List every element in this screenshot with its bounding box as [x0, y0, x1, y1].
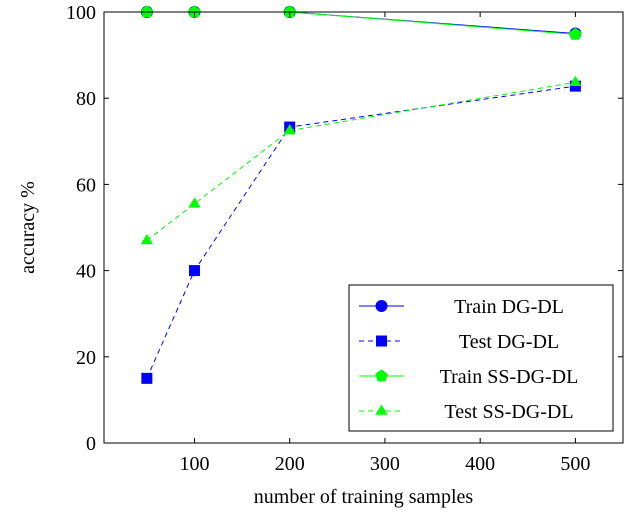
y-tick-label: 40	[76, 261, 96, 283]
x-tick-label: 300	[370, 453, 400, 475]
series-line	[146, 81, 576, 241]
legend-label: Train SS-DG-DL	[440, 366, 579, 388]
series-line	[146, 11, 576, 35]
data-point	[188, 265, 200, 277]
y-tick-label: 0	[86, 433, 96, 455]
legend-label: Train DG-DL	[454, 296, 564, 318]
x-tick-label: 500	[560, 453, 590, 475]
x-axis-label: number of training samples	[254, 486, 474, 508]
data-point	[141, 372, 153, 384]
plot-frame	[103, 11, 624, 444]
data-point	[569, 75, 582, 87]
legend-label: Test SS-DG-DL	[444, 401, 573, 423]
legend-label: Test DG-DL	[459, 331, 559, 353]
series-train-dg-dl	[140, 6, 582, 40]
data-point	[283, 124, 296, 135]
legend: Train DG-DL Test DG-DL Train SS-DG-DL Test …	[348, 284, 614, 432]
series-layer	[140, 5, 582, 384]
ticks-layer: 100 200 300 400 500 0 20 40 60 80 100	[66, 2, 623, 475]
series-train-ss-dg-dl	[140, 5, 582, 40]
series-line	[146, 11, 576, 35]
legend-marker	[375, 300, 388, 312]
legend-entry: Train DG-DL	[359, 296, 564, 318]
data-point	[569, 27, 582, 40]
data-point	[188, 197, 201, 208]
y-tick-label: 60	[76, 174, 96, 196]
x-tick-label: 100	[179, 453, 209, 475]
data-point	[140, 5, 154, 18]
legend-box	[348, 284, 614, 432]
y-tick-label: 20	[76, 347, 96, 369]
legend-entry: Test SS-DG-DL	[359, 401, 574, 423]
legend-entry: Test DG-DL	[359, 331, 559, 353]
legend-marker	[376, 335, 387, 347]
x-tick-label: 400	[465, 453, 495, 475]
y-tick-label: 100	[66, 2, 96, 24]
y-axis-label: accuracy %	[17, 181, 39, 274]
legend-entry: Train SS-DG-DL	[359, 366, 578, 388]
legend-marker	[375, 369, 388, 382]
x-tick-label: 200	[275, 453, 305, 475]
series-test-ss-dg-dl	[140, 75, 582, 245]
data-point	[140, 233, 153, 245]
data-point	[569, 80, 581, 92]
y-tick-label: 80	[76, 88, 96, 110]
legend-marker	[375, 404, 388, 415]
